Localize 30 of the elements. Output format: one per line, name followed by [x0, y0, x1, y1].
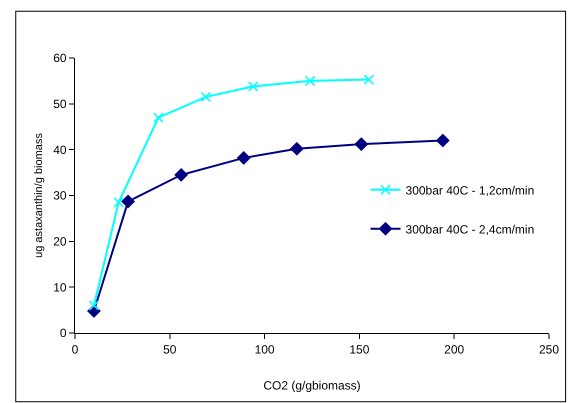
- y-tick-label: 10: [53, 280, 67, 294]
- x-axis-title: CO2 (g/gbiomass): [263, 378, 361, 392]
- point: [88, 300, 100, 311]
- y-axis-title: ug astaxanthin/g biomass: [32, 132, 45, 258]
- y-tick-label: 50: [53, 97, 67, 112]
- point: [436, 134, 450, 148]
- point: [121, 194, 135, 208]
- y-tick-label: 0: [60, 326, 67, 340]
- x-tick-label: 50: [163, 342, 177, 356]
- point: [290, 142, 304, 156]
- y-tick-label: 30: [53, 188, 67, 203]
- x-tick-label: 0: [72, 342, 79, 356]
- x-tick-label: 250: [538, 342, 560, 356]
- y-tick-label: 60: [53, 51, 67, 66]
- point: [237, 151, 250, 165]
- point: [354, 138, 368, 151]
- y-tick-label: 20: [53, 234, 67, 249]
- x-tick-label: 100: [254, 342, 275, 356]
- point: [174, 168, 188, 182]
- legend-label: 300bar 40C - 2,4cm/min: [406, 222, 534, 236]
- point: [304, 76, 316, 86]
- point: [153, 112, 164, 123]
- x-tick-label: 200: [444, 342, 465, 356]
- legend-label: 300bar 40C - 1,2cm/min: [406, 183, 534, 198]
- point: [248, 81, 258, 92]
- point: [364, 74, 374, 85]
- y-tick-label: 40: [53, 142, 67, 157]
- x-tick-label: 150: [349, 342, 370, 356]
- point: [200, 92, 212, 102]
- point: [113, 197, 124, 208]
